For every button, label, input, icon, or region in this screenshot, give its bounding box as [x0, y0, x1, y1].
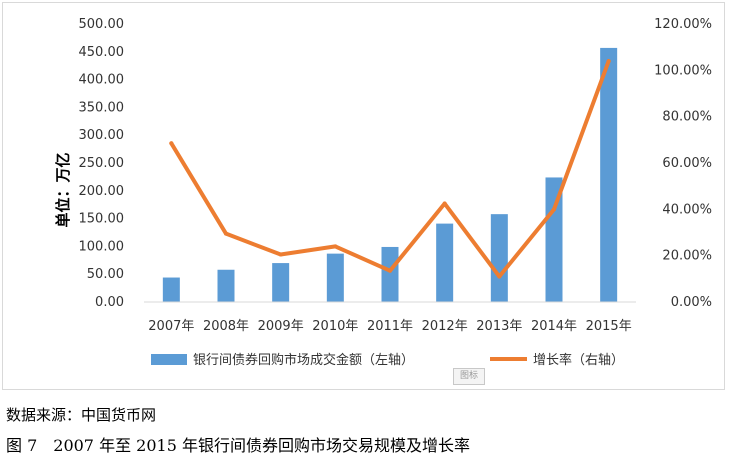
x-tick-label: 2014年	[531, 319, 577, 334]
right-tick-label: 80.00%	[662, 110, 712, 125]
left-tick-label: 200.00	[79, 184, 125, 199]
left-tick-label: 100.00	[79, 239, 125, 254]
bar	[217, 269, 235, 302]
legend-swatch-bar	[151, 354, 187, 365]
line-point	[333, 244, 338, 249]
line-point	[224, 231, 228, 236]
left-axis-label: 单位：万亿	[54, 152, 72, 227]
right-tick-label: 120.00%	[654, 17, 712, 32]
legend-label-line: 增长率（右轴）	[533, 352, 624, 368]
watermark-badge: 图标	[453, 368, 485, 385]
left-tick-label: 450.00	[79, 45, 125, 60]
line-point	[169, 141, 174, 146]
bar	[326, 253, 344, 302]
bar	[436, 223, 454, 302]
bar	[600, 47, 618, 302]
x-tick-label: 2015年	[586, 319, 632, 334]
right-axis: 0.00% 20.00% 40.00% 60.00% 80.00% 100.00% 120.…	[654, 17, 712, 310]
line-point	[606, 59, 611, 64]
right-tick-label: 40.00%	[662, 202, 712, 217]
source-text: 数据来源：中国货币网	[6, 406, 157, 424]
line-point	[388, 268, 392, 273]
left-tick-label: 300.00	[79, 128, 125, 143]
line-point	[278, 252, 283, 257]
x-tick-label: 2007年	[148, 319, 194, 334]
left-tick-label: 350.00	[79, 100, 125, 115]
left-tick-label: 400.00	[79, 73, 125, 88]
left-tick-label: 150.00	[79, 212, 125, 227]
x-tick-label: 2010年	[312, 319, 358, 334]
left-axis: 0.00 50.00 100.00 150.00 200.00 250.00 300.00 3…	[79, 17, 125, 310]
x-tick-label: 2008年	[203, 319, 249, 334]
figure-caption: 图 7 2007 年至 2015 年银行间债券回购市场交易规模及增长率	[6, 436, 470, 455]
line-point	[442, 201, 447, 206]
bar-series	[162, 47, 618, 302]
x-axis: 2007年 2008年 2009年 2010年 2011年 2012年 2013年 2014年…	[144, 301, 636, 334]
combo-chart: 0.00 50.00 100.00 150.00 200.00 250.00 300.00 3…	[54, 17, 712, 368]
line-point	[497, 274, 502, 279]
right-tick-label: 0.00%	[671, 295, 712, 310]
right-tick-label: 20.00%	[662, 249, 712, 264]
left-tick-label: 0.00	[95, 295, 124, 310]
growth-line	[169, 59, 611, 279]
bar	[272, 263, 290, 302]
bar	[545, 177, 563, 302]
x-tick-label: 2009年	[258, 319, 304, 334]
left-tick-label: 50.00	[87, 267, 124, 282]
right-tick-label: 60.00%	[662, 156, 712, 171]
legend-label-bar: 银行间债券回购市场成交金额（左轴）	[193, 352, 414, 368]
right-tick-label: 100.00%	[654, 63, 712, 78]
x-tick-label: 2012年	[422, 319, 468, 334]
legend: 银行间债券回购市场成交金额（左轴） 增长率（右轴）	[151, 352, 624, 368]
chart-frame	[2, 2, 725, 390]
line-point	[552, 207, 556, 212]
x-tick-label: 2011年	[367, 319, 413, 334]
bar	[162, 277, 180, 302]
bar	[490, 214, 508, 302]
left-tick-label: 250.00	[79, 156, 125, 171]
line-series	[169, 59, 611, 279]
bar	[381, 246, 399, 302]
x-tick-label: 2013年	[476, 319, 522, 334]
left-tick-label: 500.00	[79, 17, 125, 32]
